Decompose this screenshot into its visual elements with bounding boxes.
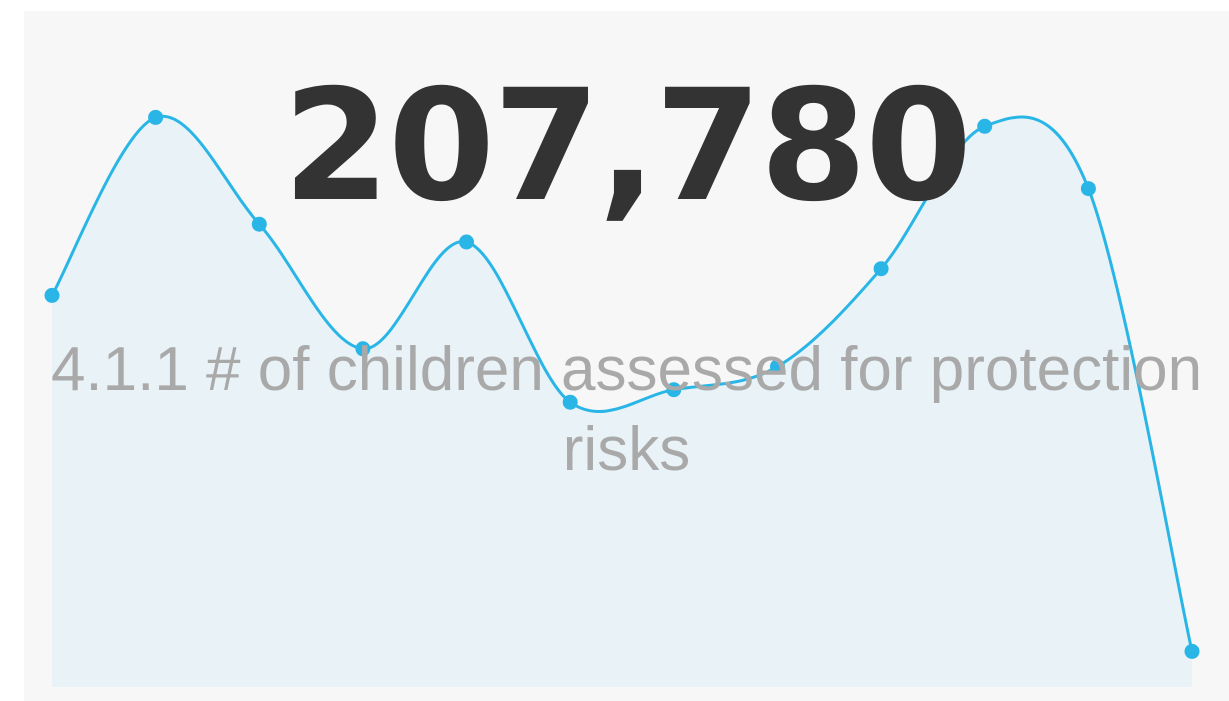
data-point-12[interactable] <box>1184 643 1200 659</box>
data-point-10[interactable] <box>977 118 993 134</box>
series-area <box>52 116 1192 687</box>
data-point-4[interactable] <box>355 341 371 357</box>
data-point-1[interactable] <box>44 287 60 303</box>
kpi-card <box>24 11 1229 701</box>
data-point-7[interactable] <box>666 382 682 398</box>
series-line <box>50 114 1194 652</box>
data-point-5[interactable] <box>459 234 474 250</box>
data-point-3[interactable] <box>251 216 267 232</box>
data-point-9[interactable] <box>873 261 889 277</box>
data-point-2[interactable] <box>148 109 164 125</box>
data-point-11[interactable] <box>1080 181 1096 197</box>
data-point-8[interactable] <box>770 359 785 375</box>
sparkline-chart <box>44 109 1200 687</box>
kpi-label: 4.1.1 # of children assessed for protect… <box>50 335 1203 484</box>
data-point-6[interactable] <box>562 394 578 410</box>
kpi-value: 207,780 <box>282 57 972 236</box>
